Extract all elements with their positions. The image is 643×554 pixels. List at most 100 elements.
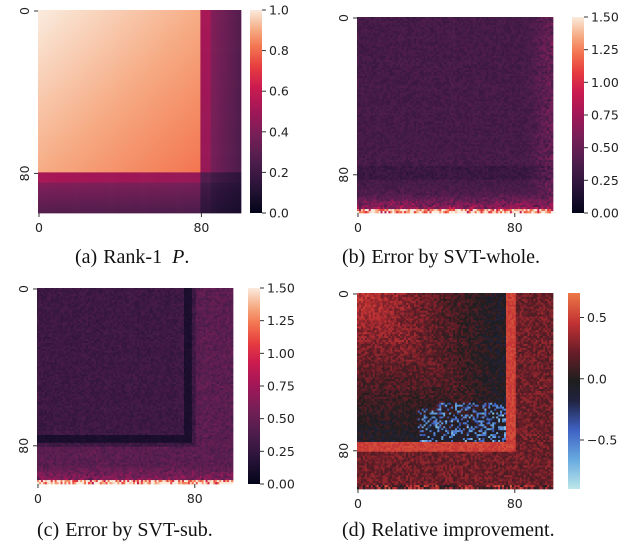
heatmap-cell [222, 32, 226, 35]
heatmap-cell [107, 66, 110, 70]
heatmap-cell [169, 52, 173, 56]
heatmap-cell [143, 72, 146, 76]
heatmap-cell [40, 93, 43, 96]
heatmap-cell [196, 42, 199, 45]
heatmap-cell [159, 60, 163, 64]
heatmap-cell [163, 42, 167, 45]
heatmap-cell [169, 85, 173, 88]
heatmap-cell [68, 103, 71, 106]
heatmap-cell [100, 91, 104, 94]
heatmap-cell [145, 74, 148, 78]
heatmap-cell [131, 10, 134, 13]
heatmap-cell [80, 36, 84, 39]
heatmap-cell [228, 109, 232, 112]
heatmap-cell [220, 24, 224, 27]
heatmap-cell [151, 12, 155, 15]
heatmap-cell [236, 10, 240, 13]
heatmap-cell [115, 38, 118, 41]
heatmap-cell [94, 46, 98, 49]
heatmap-cell [184, 103, 187, 106]
heatmap-cell [220, 91, 224, 94]
heatmap-cell [135, 79, 138, 82]
heatmap-cell [64, 74, 67, 78]
heatmap-cell [50, 22, 53, 25]
heatmap-cell [224, 103, 228, 106]
heatmap-cell [151, 105, 155, 108]
heatmap-cell [70, 48, 73, 51]
heatmap-cell [54, 22, 57, 25]
heatmap-cell [102, 42, 106, 45]
heatmap-cell [133, 34, 136, 37]
heatmap-cell [40, 54, 43, 58]
heatmap-cell [107, 24, 110, 27]
heatmap-cell [222, 20, 226, 23]
heatmap-cell [50, 95, 53, 98]
heatmap-cell [147, 34, 150, 37]
heatmap-cell [52, 97, 55, 100]
heatmap-cell [127, 85, 130, 88]
heatmap-cell [155, 28, 159, 31]
heatmap-cell [196, 101, 199, 104]
heatmap-cell [96, 34, 100, 37]
heatmap-cell [96, 30, 100, 33]
heatmap-cell [129, 101, 132, 104]
heatmap-cell [127, 10, 130, 13]
heatmap-cell [236, 95, 240, 98]
heatmap-cell [208, 16, 211, 19]
heatmap-cell [159, 50, 163, 53]
heatmap-cell [96, 89, 100, 92]
heatmap-cell [141, 36, 144, 39]
heatmap-cell [188, 72, 191, 76]
heatmap-cell [76, 26, 79, 29]
heatmap-cell [190, 85, 193, 88]
heatmap-cell [176, 66, 179, 70]
heatmap-cell [176, 95, 179, 98]
heatmap-cell [188, 70, 191, 74]
heatmap-cell [70, 72, 73, 76]
heatmap-cell [182, 105, 185, 108]
heatmap-cell [232, 81, 236, 84]
heatmap-cell [141, 46, 144, 49]
heatmap-cell [161, 89, 165, 92]
heatmap-cell [92, 10, 96, 13]
heatmap-cell [176, 30, 179, 33]
heatmap-cell [212, 38, 215, 41]
heatmap-cell [212, 101, 215, 104]
heatmap-cell [212, 97, 215, 100]
heatmap-cell [111, 48, 114, 51]
heatmap-cell [216, 97, 220, 100]
heatmap-cell [220, 81, 224, 84]
heatmap-cell [188, 76, 191, 80]
heatmap-cell [56, 97, 59, 100]
heatmap-cell [123, 66, 126, 70]
heatmap-cell [182, 66, 185, 70]
heatmap-cell [163, 85, 167, 88]
heatmap-cell [238, 10, 242, 13]
heatmap-cell [143, 50, 146, 53]
heatmap-cell [180, 87, 183, 90]
heatmap-cell [236, 105, 240, 108]
heatmap-cell [46, 56, 49, 60]
heatmap-cell [107, 48, 110, 51]
heatmap-cell [90, 52, 94, 56]
heatmap-cell [135, 18, 138, 21]
heatmap-cell [169, 36, 173, 39]
heatmap-cell [174, 16, 177, 19]
heatmap-cell [182, 87, 185, 90]
heatmap-cell [56, 107, 59, 110]
heatmap-cell [145, 40, 148, 43]
heatmap-cell [42, 48, 45, 51]
heatmap-cell [169, 58, 173, 62]
heatmap-cell [70, 36, 73, 39]
heatmap-cell [90, 30, 94, 33]
heatmap-cell [119, 93, 122, 96]
heatmap-cell [88, 42, 92, 45]
heatmap-cell [141, 40, 144, 43]
heatmap-cell [153, 56, 157, 60]
heatmap-cell [115, 91, 118, 94]
heatmap-cell [92, 18, 96, 21]
heatmap-cell [94, 52, 98, 56]
heatmap-cell [94, 62, 98, 66]
heatmap-cell [60, 91, 63, 94]
heatmap-cell [70, 62, 73, 66]
